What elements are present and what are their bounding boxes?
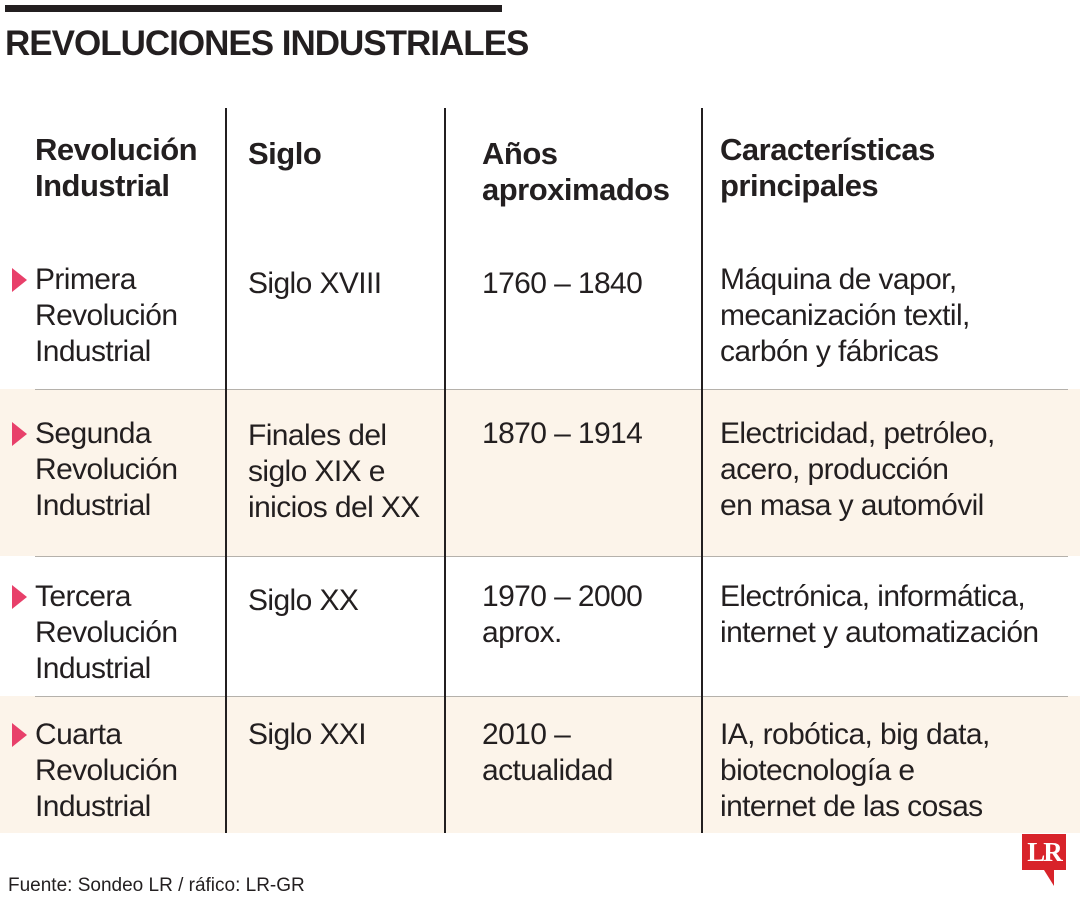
row-1-caracteristicas: Máquina de vapor, mecanización textil, c… (720, 262, 970, 370)
cell-line: 1970 – 2000 (482, 580, 643, 613)
cell-line: carbón y fábricas (720, 335, 939, 368)
cell-line: Segunda (35, 417, 152, 450)
header-line: Industrial (35, 168, 170, 203)
cell-line: Industrial (35, 790, 151, 823)
cell-line: acero, producción (720, 453, 949, 486)
cell-line: Industrial (35, 489, 151, 522)
column-divider (225, 108, 227, 833)
cell-line: Revolución (35, 616, 178, 649)
row-2-caracteristicas: Electricidad, petróleo, acero, producció… (720, 416, 995, 524)
cell-line: IA, robótica, big data, (720, 718, 990, 751)
cell-line: Revolución (35, 754, 178, 787)
lr-logo-tail (1044, 870, 1054, 886)
row-3-caracteristicas: Electrónica, informática, internet y aut… (720, 579, 1039, 651)
row-shade-4 (0, 696, 1080, 833)
row-1-siglo: Siglo XVIII (248, 266, 382, 302)
cell-line: Primera (35, 263, 136, 296)
cell-line: Revolución (35, 453, 178, 486)
header-revolucion: Revolución Industrial (35, 132, 198, 204)
header-line: Siglo (248, 136, 322, 171)
row-divider (35, 389, 1068, 390)
cell-line: Siglo XX (248, 584, 359, 617)
row-shade-2 (0, 389, 1080, 556)
cell-line: internet y automatización (720, 616, 1039, 649)
row-3-anios: 1970 – 2000 aprox. (482, 579, 643, 651)
header-line: aproximados (482, 172, 670, 207)
row-divider (35, 556, 1068, 557)
page-title: REVOLUCIONES INDUSTRIALES (5, 24, 529, 63)
cell-line: Electrónica, informática, (720, 580, 1026, 613)
row-1-revolucion: Primera Revolución Industrial (35, 262, 178, 370)
row-4-anios: 2010 – actualidad (482, 717, 613, 789)
row-1-anios: 1760 – 1840 (482, 266, 643, 302)
cell-line: inicios del XX (248, 491, 420, 524)
header-line: Años (482, 136, 558, 171)
row-2-siglo: Finales del siglo XIX e inicios del XX (248, 418, 420, 526)
cell-line: Siglo XXI (248, 718, 367, 751)
row-marker-icon (12, 422, 27, 446)
header-line: Revolución (35, 132, 198, 167)
cell-line: Cuarta (35, 718, 122, 751)
header-line: Características (720, 132, 935, 167)
cell-line: siglo XIX e (248, 455, 385, 488)
row-marker-icon (12, 723, 27, 747)
cell-line: aprox. (482, 616, 562, 649)
column-divider (444, 108, 446, 833)
cell-line: 2010 – (482, 718, 571, 751)
row-3-siglo: Siglo XX (248, 583, 359, 619)
row-4-siglo: Siglo XXI (248, 717, 367, 753)
header-siglo: Siglo (248, 136, 322, 172)
cell-line: biotecnología e (720, 754, 915, 787)
top-rule (5, 5, 502, 12)
lr-logo: LR (1022, 834, 1066, 870)
cell-line: Industrial (35, 335, 151, 368)
header-caracteristicas: Características principales (720, 132, 935, 204)
cell-line: mecanización textil, (720, 299, 970, 332)
cell-line: Industrial (35, 652, 151, 685)
row-marker-icon (12, 268, 27, 292)
row-divider (35, 696, 1068, 697)
row-3-revolucion: Tercera Revolución Industrial (35, 579, 178, 687)
cell-line: en masa y automóvil (720, 489, 984, 522)
header-line: principales (720, 168, 879, 203)
row-marker-icon (12, 585, 27, 609)
cell-line: 1760 – 1840 (482, 267, 643, 300)
source-note: Fuente: Sondeo LR / ráfico: LR-GR (8, 875, 305, 896)
cell-line: Electricidad, petróleo, (720, 417, 995, 450)
column-divider (701, 108, 703, 833)
row-2-anios: 1870 – 1914 (482, 416, 643, 452)
cell-line: internet de las cosas (720, 790, 983, 823)
cell-line: 1870 – 1914 (482, 417, 643, 450)
cell-line: actualidad (482, 754, 613, 787)
row-4-revolucion: Cuarta Revolución Industrial (35, 717, 178, 825)
cell-line: Tercera (35, 580, 131, 613)
row-4-caracteristicas: IA, robótica, big data, biotecnología e … (720, 717, 990, 825)
header-anios: Años aproximados (482, 136, 670, 208)
cell-line: Revolución (35, 299, 178, 332)
revolutions-table: Revolución Industrial Siglo Años aproxim… (0, 108, 1080, 833)
cell-line: Máquina de vapor, (720, 263, 957, 296)
row-2-revolucion: Segunda Revolución Industrial (35, 416, 178, 524)
cell-line: Siglo XVIII (248, 267, 382, 300)
cell-line: Finales del (248, 419, 387, 452)
